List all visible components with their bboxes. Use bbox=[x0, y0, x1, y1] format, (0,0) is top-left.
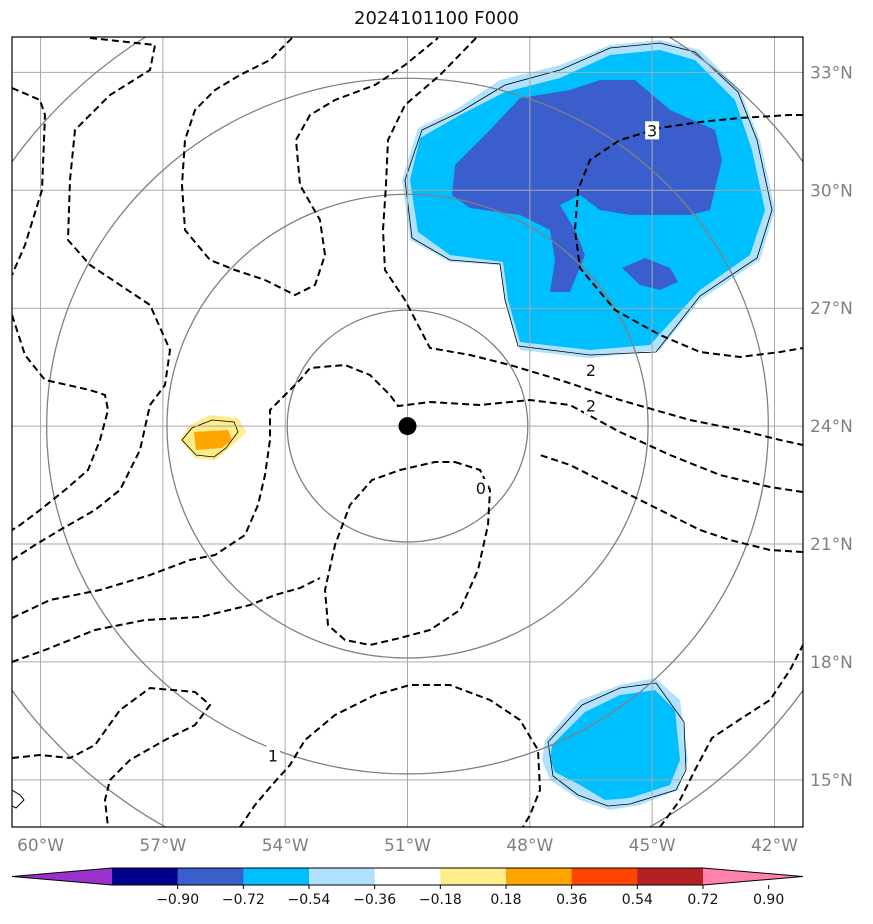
x-tick-label: 54°W bbox=[262, 836, 309, 856]
colorbar-tick-label: 0.72 bbox=[687, 892, 718, 908]
colorbar-tick-label: −0.36 bbox=[353, 892, 396, 908]
colorbar-extend-low bbox=[12, 868, 112, 885]
y-tick-label: 30°N bbox=[810, 181, 853, 201]
contour-line bbox=[180, 37, 439, 297]
y-tick-label: 18°N bbox=[810, 653, 853, 673]
colorbar-tick-label: −0.90 bbox=[156, 892, 199, 908]
x-tick-labels: 60°W 57°W 54°W 51°W 48°W 45°W 42°W bbox=[17, 836, 798, 856]
contour-label: 0 bbox=[476, 479, 486, 498]
contour-line bbox=[12, 686, 212, 827]
colorbar-swatch bbox=[177, 868, 244, 885]
contour-label-bg bbox=[473, 478, 488, 497]
contour-line bbox=[239, 684, 542, 827]
y-tick-label: 33°N bbox=[810, 63, 853, 83]
range-ring bbox=[46, 77, 769, 775]
range-ring bbox=[286, 309, 529, 543]
x-tick-label: 57°W bbox=[139, 836, 186, 856]
colorbar-tick-label: 0.90 bbox=[753, 892, 784, 908]
contour-line bbox=[381, 37, 803, 446]
contour-label-bg bbox=[583, 396, 598, 415]
x-tick-label: 42°W bbox=[751, 836, 798, 856]
colorbar-swatch bbox=[637, 868, 704, 885]
gridlines bbox=[12, 37, 803, 827]
contour-label-bg bbox=[583, 361, 598, 380]
range-rings bbox=[12, 37, 803, 827]
contour-label: 2 bbox=[586, 361, 596, 380]
contour-label-bg bbox=[645, 121, 660, 140]
colorbar-swatch bbox=[571, 868, 638, 885]
coastline bbox=[12, 789, 25, 809]
y-tick-label: 27°N bbox=[810, 299, 853, 319]
colorbar-tick-label: 0.18 bbox=[490, 892, 521, 908]
colorbar-swatch bbox=[506, 868, 573, 885]
contour-line bbox=[12, 577, 321, 663]
contour-line bbox=[573, 114, 803, 359]
colorbar-tick-label: −0.72 bbox=[222, 892, 265, 908]
contour-label: 3 bbox=[647, 121, 657, 140]
colorbar: −0.90 −0.72 −0.54 −0.36 −0.18 0.18 0.36 0.54 0.7… bbox=[11, 867, 804, 908]
x-tick-label: 60°W bbox=[17, 836, 64, 856]
colorbar-swatch bbox=[374, 868, 441, 885]
plot-area: 3 2 2 0 1 bbox=[12, 37, 803, 827]
contour-line bbox=[12, 314, 110, 531]
map-frame bbox=[11, 36, 804, 828]
range-ring bbox=[166, 193, 649, 659]
y-tick-label: 24°N bbox=[810, 417, 853, 437]
ne-outline bbox=[404, 42, 773, 356]
contour-line bbox=[323, 461, 492, 647]
colorbar-extend-high bbox=[703, 868, 803, 885]
colorbar-swatch bbox=[112, 868, 179, 885]
contour-label: 1 bbox=[268, 746, 278, 765]
y-tick-label: 21°N bbox=[810, 535, 853, 555]
x-tick-label: 45°W bbox=[629, 836, 676, 856]
colorbar-outline bbox=[11, 867, 804, 886]
storm-center-marker bbox=[398, 417, 417, 436]
x-tick-label: 51°W bbox=[384, 836, 431, 856]
contour-line bbox=[539, 454, 803, 553]
colorbar-tick-label: −0.18 bbox=[419, 892, 462, 908]
contour-line bbox=[12, 87, 47, 276]
colorbar-tick-label: 0.54 bbox=[622, 892, 653, 908]
chart-title: 2024101100 F000 bbox=[354, 8, 519, 29]
colorbar-swatch bbox=[243, 868, 310, 885]
colorbar-tick-label: −0.54 bbox=[288, 892, 331, 908]
colorbar-tick-label: 0.36 bbox=[556, 892, 587, 908]
colorbar-swatch bbox=[440, 868, 507, 885]
contour-label: 2 bbox=[586, 396, 596, 415]
se-anomaly-mid bbox=[550, 690, 680, 800]
y-tick-labels: 15°N 18°N 21°N 24°N 27°N 30°N 33°N bbox=[810, 63, 853, 790]
contour-line bbox=[299, 363, 803, 493]
contour-line bbox=[12, 37, 172, 561]
contour-lines bbox=[12, 37, 803, 827]
x-tick-label: 48°W bbox=[506, 836, 553, 856]
contour-labels: 3 2 2 0 1 bbox=[265, 121, 660, 765]
contour-line bbox=[12, 379, 301, 619]
y-tick-label: 15°N bbox=[810, 771, 853, 791]
contour-label-bg bbox=[265, 746, 280, 765]
ne-anomaly-core-2 bbox=[622, 258, 678, 290]
contour-line bbox=[659, 644, 803, 827]
w-outline bbox=[181, 419, 239, 458]
colorbar-swatch bbox=[309, 868, 376, 885]
w-anomaly-core bbox=[194, 430, 232, 450]
